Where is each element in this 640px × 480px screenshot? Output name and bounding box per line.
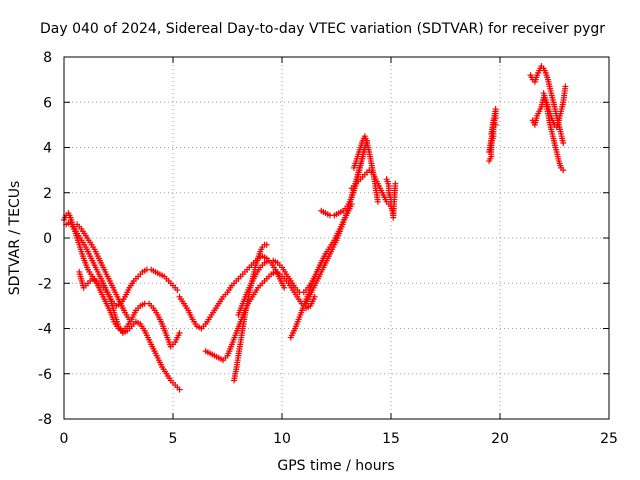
series-track-o — [486, 106, 499, 165]
data-point — [560, 167, 567, 174]
x-tick-label: 10 — [273, 431, 291, 447]
data-point — [263, 241, 270, 248]
data-point — [560, 139, 567, 146]
data-point — [281, 284, 288, 291]
series-track-e — [176, 253, 288, 332]
data-point — [374, 198, 381, 205]
axis-ticks: 0 5 10 15 20 25 -8 -6 -4 -2 0 2 4 6 8 — [38, 50, 618, 447]
y-tick-label: 4 — [43, 141, 52, 157]
y-tick-label: 6 — [43, 95, 52, 111]
series-track-n — [383, 176, 399, 221]
data-marks — [61, 63, 569, 393]
y-tick-label: -6 — [38, 367, 52, 383]
data-point — [176, 330, 183, 337]
data-point — [392, 180, 399, 187]
x-tick-label: 15 — [382, 431, 400, 447]
x-tick-label: 5 — [169, 431, 178, 447]
chart-title: Day 040 of 2024, Sidereal Day-to-day VTE… — [40, 21, 605, 37]
series-track-m — [350, 133, 381, 205]
y-tick-label: -2 — [38, 276, 52, 292]
y-axis-label: SDTVAR / TECUs — [7, 181, 23, 296]
data-point — [174, 287, 181, 294]
series-track-p — [527, 63, 567, 146]
y-tick-label: -4 — [38, 322, 52, 338]
x-tick-label: 0 — [60, 431, 69, 447]
x-tick-label: 20 — [491, 431, 509, 447]
x-tick-label: 25 — [600, 431, 618, 447]
x-axis-label: GPS time / hours — [277, 458, 394, 474]
series-track-c — [76, 268, 183, 393]
data-point — [562, 83, 569, 90]
series-track-d — [74, 221, 133, 323]
y-tick-label: 8 — [43, 50, 52, 66]
series-track-f — [202, 268, 318, 364]
y-tick-label: 0 — [43, 231, 52, 247]
data-point — [311, 293, 318, 300]
series-track-r — [540, 83, 569, 131]
data-point — [176, 386, 183, 393]
data-point — [126, 316, 133, 323]
data-point — [492, 121, 499, 128]
y-tick-label: -8 — [38, 412, 52, 428]
y-tick-label: 2 — [43, 186, 52, 202]
